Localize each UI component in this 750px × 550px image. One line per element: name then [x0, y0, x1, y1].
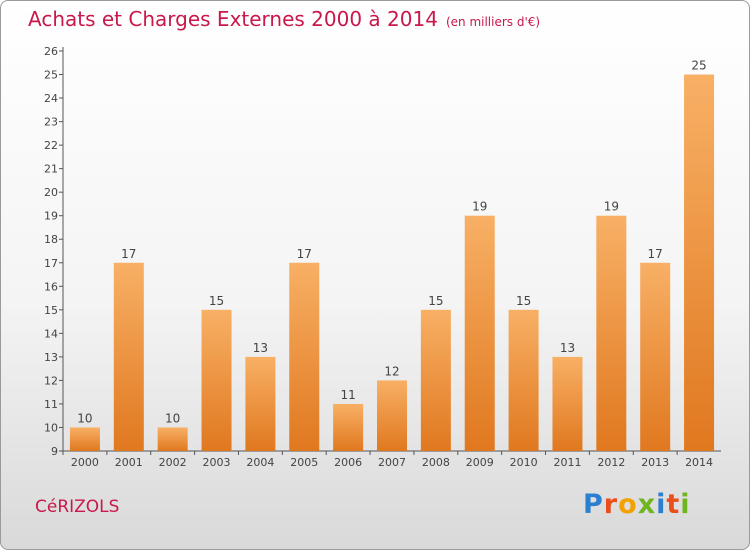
x-tick-label: 2004 — [246, 456, 274, 469]
y-tick-label: 16 — [44, 280, 58, 293]
bar — [684, 74, 715, 451]
bar — [113, 262, 144, 451]
x-tick-label: 2006 — [334, 456, 362, 469]
y-tick-label: 21 — [44, 163, 58, 176]
y-tick-label: 15 — [44, 304, 58, 317]
bar-value-label: 10 — [77, 411, 92, 425]
x-tick-label: 2008 — [422, 456, 450, 469]
chart-axes: 9 10 11 12 13 14 15 16 17 18 19 20 21 22 23 24 25 26 2000 2… — [44, 45, 721, 469]
y-tick-label: 18 — [44, 233, 58, 246]
bar-value-label: 15 — [516, 294, 531, 308]
bar — [201, 309, 232, 451]
bar — [157, 427, 188, 451]
x-tick-label: 2014 — [685, 456, 713, 469]
logo-letter: t — [666, 489, 681, 520]
bar — [464, 215, 495, 451]
proxiti-logo[interactable]: Proxiti — [583, 489, 691, 520]
y-tick-label: 17 — [44, 257, 58, 270]
x-tick-label: 2012 — [597, 456, 625, 469]
y-tick-label: 13 — [44, 351, 58, 364]
bar — [640, 262, 671, 451]
bar-value-label: 17 — [297, 247, 312, 261]
x-tick-label: 2011 — [553, 456, 581, 469]
chart-title: Achats et Charges Externes 2000 à 2014 — [28, 7, 438, 31]
chart-bars: 10 17 10 15 13 17 11 12 15 19 15 13 19 17 25 — [69, 59, 715, 451]
logo-letter: r — [603, 489, 619, 520]
y-tick-label: 11 — [44, 398, 58, 411]
y-tick-label: 10 — [44, 421, 58, 434]
bar-value-label: 15 — [428, 294, 443, 308]
bar — [377, 380, 407, 451]
y-tick-label: 26 — [44, 45, 58, 58]
bar-value-label: 12 — [384, 364, 399, 378]
town-name: CéRIZOLS — [35, 497, 120, 517]
x-tick-label: 2000 — [71, 456, 99, 469]
y-tick-label: 25 — [44, 69, 58, 82]
x-tick-label: 2002 — [159, 456, 187, 469]
y-tick-label: 22 — [44, 139, 58, 152]
y-tick-label: 9 — [51, 445, 58, 458]
bar-value-label: 19 — [604, 200, 619, 214]
y-tick-label: 14 — [44, 327, 58, 340]
bar — [69, 427, 100, 451]
bar-value-label: 15 — [209, 294, 224, 308]
bar-value-label: 13 — [253, 341, 268, 355]
y-tick-label: 23 — [44, 116, 58, 129]
bar-value-label: 17 — [648, 247, 663, 261]
bar — [596, 215, 627, 451]
bar — [420, 309, 451, 451]
x-tick-label: 2007 — [378, 456, 406, 469]
bar-value-label: 17 — [121, 247, 136, 261]
chart-title-block: Achats et Charges Externes 2000 à 2014 (e… — [28, 7, 540, 31]
bar-value-label: 10 — [165, 411, 180, 425]
x-tick-label: 2009 — [466, 456, 494, 469]
logo-letter: i — [680, 489, 691, 520]
bar — [245, 356, 276, 451]
bar — [289, 262, 320, 451]
bar — [333, 403, 364, 451]
y-tick-label: 20 — [44, 186, 58, 199]
logo-letter: x — [637, 489, 657, 520]
y-tick-label: 24 — [44, 92, 58, 105]
logo-letter: i — [656, 489, 667, 520]
bar-value-label: 13 — [560, 341, 575, 355]
bar-value-label: 11 — [340, 388, 355, 402]
bar — [552, 356, 583, 451]
bar-value-label: 25 — [691, 59, 706, 73]
x-tick-label: 2003 — [203, 456, 231, 469]
chart-subtitle: (en milliers d'€) — [445, 15, 541, 29]
y-tick-label: 12 — [44, 374, 58, 387]
x-tick-label: 2013 — [641, 456, 669, 469]
logo-letter: P — [583, 489, 604, 520]
bar — [508, 309, 539, 451]
bar-value-label: 19 — [472, 200, 487, 214]
x-tick-label: 2005 — [290, 456, 318, 469]
logo-letter: o — [618, 489, 638, 520]
x-tick-label: 2010 — [510, 456, 538, 469]
x-tick-label: 2001 — [115, 456, 143, 469]
y-tick-label: 19 — [44, 210, 58, 223]
